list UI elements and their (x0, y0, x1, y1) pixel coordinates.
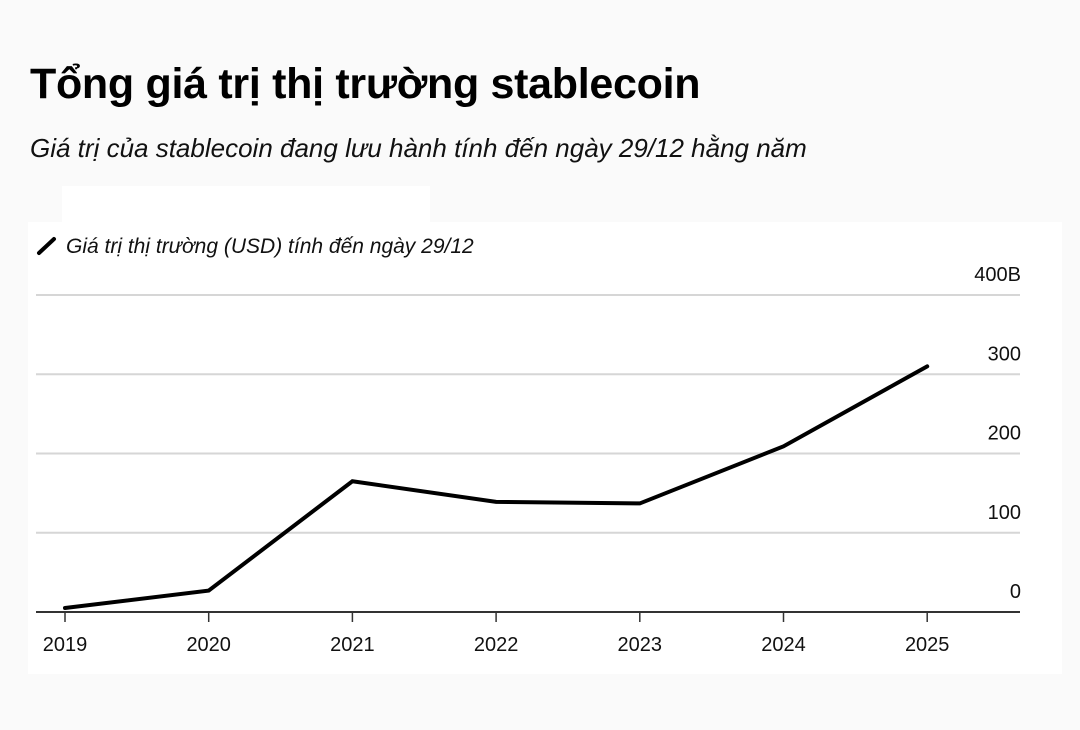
series-line (63, 364, 930, 611)
chart-panel (28, 222, 1062, 674)
x-tick-label: 2021 (330, 634, 375, 656)
x-tick-label: 2020 (186, 634, 231, 656)
x-tick-label: 2022 (474, 634, 519, 656)
legend-swatch (37, 237, 56, 255)
panel-tab (62, 186, 430, 226)
y-tick-label: 200 (988, 423, 1021, 445)
y-tick-label: 300 (988, 343, 1021, 365)
y-tick-label: 100 (988, 502, 1021, 524)
x-tick-label: 2019 (43, 634, 88, 656)
x-tick-label: 2024 (761, 634, 806, 656)
x-tick-label: 2025 (905, 634, 950, 656)
chart-subtitle: Giá trị của stablecoin đang lưu hành tín… (30, 133, 807, 163)
y-tick-label: 400B (974, 264, 1021, 286)
x-tick-label: 2023 (618, 634, 663, 656)
legend-label: Giá trị thị trường (USD) tính đến ngày 2… (66, 235, 474, 258)
y-tick-label: 0 (1010, 581, 1021, 603)
chart-title: Tổng giá trị thị trường stablecoin (30, 60, 701, 108)
